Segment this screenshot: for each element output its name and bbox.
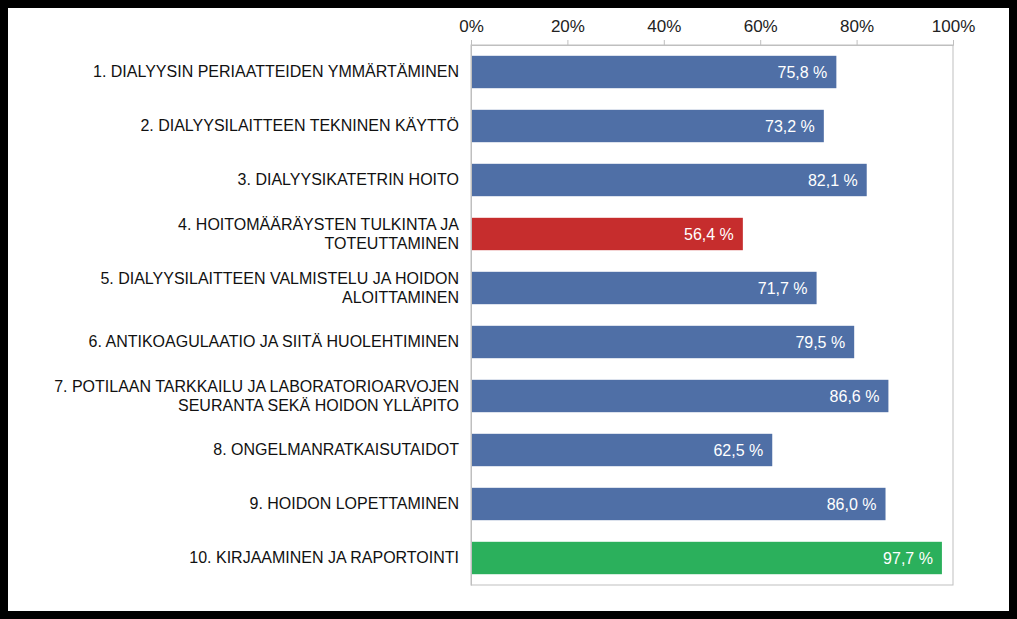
tick: 5. DIALYYSILAITTEEN VALMISTELU JA HOIDON…: [100, 270, 471, 306]
tick-mark: [471, 40, 472, 45]
bar: [471, 542, 942, 574]
tick: 80%: [840, 17, 874, 45]
category-label: 6. ANTIKOAGULAATIO JA SIITÄ HUOLEHTIMINE…: [89, 333, 459, 350]
category-label: 5. DIALYYSILAITTEEN VALMISTELU JA HOIDON…: [100, 270, 459, 306]
data-label: 56,4 %: [684, 226, 734, 243]
tick: 8. ONGELMANRATKAISUTAIDOT: [213, 441, 471, 458]
tick-mark: [760, 40, 761, 45]
data-label: 79,5 %: [795, 334, 845, 351]
bar: [471, 164, 867, 196]
tick: 100%: [932, 17, 975, 45]
data-label: 71,7 %: [758, 280, 808, 297]
chart-background: [8, 8, 1009, 611]
y-axis: 1. DIALYYSIN PERIAATTEIDEN YMMÄRTÄMINEN 2…: [54, 46, 471, 586]
tick-label: 20%: [551, 17, 585, 36]
tick: 1. DIALYYSIN PERIAATTEIDEN YMMÄRTÄMINEN: [93, 63, 471, 80]
data-label: 86,0 %: [827, 496, 877, 513]
category-label: 4. HOITOMÄÄRÄYSTEN TULKINTA JATOTEUTTAMI…: [178, 216, 459, 252]
data-label: 82,1 %: [808, 172, 858, 189]
tick-label: 40%: [647, 17, 681, 36]
tick-label: 80%: [840, 17, 874, 36]
category-label: 9. HOIDON LOPETTAMINEN: [249, 495, 459, 512]
tick: 7. POTILAAN TARKKAILU JA LABORATORIOARVO…: [54, 378, 471, 414]
bar: [471, 56, 836, 88]
plot-frame: [471, 45, 953, 585]
tick-label: 100%: [932, 17, 975, 36]
category-label: 3. DIALYYSIKATETRIN HOITO: [238, 171, 459, 188]
tick: 3. DIALYYSIKATETRIN HOITO: [238, 171, 471, 188]
data-label: 62,5 %: [713, 442, 763, 459]
axis-line: [471, 46, 472, 586]
tick-mark: [953, 40, 954, 45]
tick: 2. DIALYYSILAITTEEN TEKNINEN KÄYTTÖ: [140, 117, 471, 134]
data-labels: 75,8 % 73,2 % 82,1 % 56,4 % 71,7 % 79,5 % 86,6…: [684, 64, 933, 567]
tick-label: 0%: [459, 17, 484, 36]
tick-label: 60%: [744, 17, 778, 36]
tick: 0%: [459, 17, 484, 45]
chart: 0% 20% 40% 60% 80% 100% 1. DIALYYSIN PERIAATTE…: [0, 0, 1017, 619]
tick: 9. HOIDON LOPETTAMINEN: [249, 495, 471, 512]
category-label: 2. DIALYYSILAITTEEN TEKNINEN KÄYTTÖ: [140, 117, 459, 134]
tick: 6. ANTIKOAGULAATIO JA SIITÄ HUOLEHTIMINE…: [89, 333, 471, 350]
tick: 10. KIRJAAMINEN JA RAPORTOINTI: [189, 549, 471, 566]
category-label: 8. ONGELMANRATKAISUTAIDOT: [213, 441, 459, 458]
tick-mark: [857, 40, 858, 45]
bar: [471, 488, 886, 520]
data-label: 97,7 %: [883, 550, 933, 567]
x-axis: 0% 20% 40% 60% 80% 100%: [459, 17, 975, 46]
bar: [471, 326, 854, 358]
bar: [471, 272, 817, 304]
tick-mark: [664, 40, 665, 45]
bar: [471, 218, 743, 250]
category-label: 7. POTILAAN TARKKAILU JA LABORATORIOARVO…: [54, 378, 459, 414]
axis-line: [472, 40, 954, 46]
bar: [471, 380, 888, 412]
tick: 40%: [647, 17, 681, 45]
tick-mark: [567, 40, 568, 45]
tick: 4. HOITOMÄÄRÄYSTEN TULKINTA JATOTEUTTAMI…: [178, 216, 471, 252]
tick: 20%: [551, 17, 585, 45]
data-label: 75,8 %: [778, 64, 828, 81]
bar: [471, 434, 772, 466]
bars: [471, 56, 942, 574]
data-label: 86,6 %: [830, 388, 880, 405]
category-label: 10. KIRJAAMINEN JA RAPORTOINTI: [189, 549, 459, 566]
category-label: 1. DIALYYSIN PERIAATTEIDEN YMMÄRTÄMINEN: [93, 63, 459, 80]
tick: 60%: [744, 17, 778, 45]
data-label: 73,2 %: [765, 118, 815, 135]
bar: [471, 110, 824, 142]
